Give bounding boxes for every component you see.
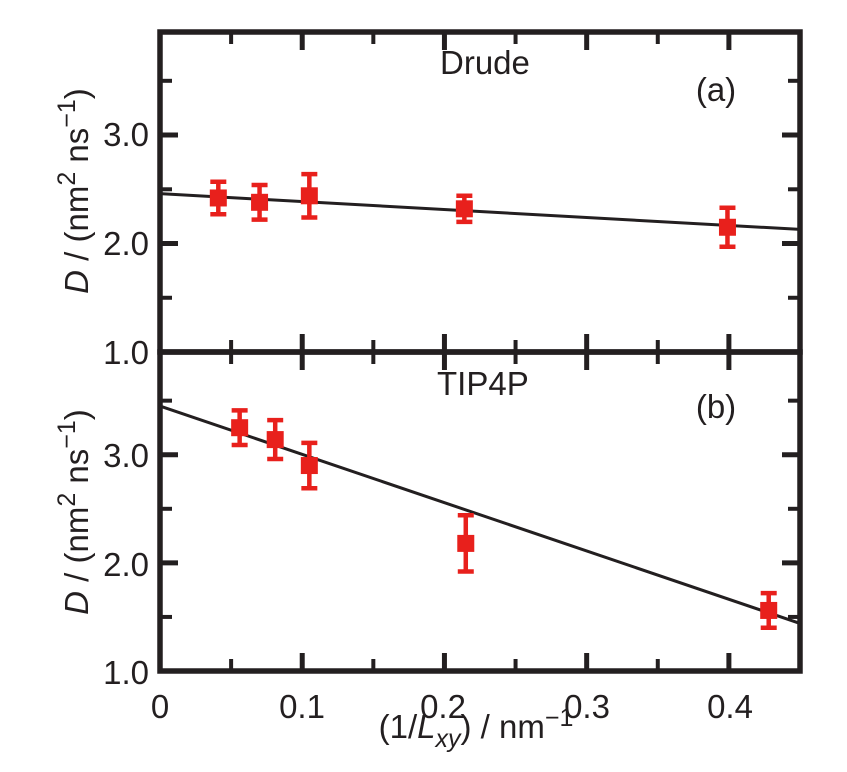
data-point-a-4 (718, 218, 736, 236)
x-label-open: (1/ (379, 708, 418, 745)
y-label-ns: ns (58, 128, 95, 172)
y-tick-label-a-3: 3.0 (103, 116, 149, 153)
fit-line-b (159, 404, 801, 625)
y-tick-label-a-1: 1.0 (103, 334, 149, 371)
y-label-sup-minus1: −1 (53, 99, 81, 128)
panel-b-title: TIP4P (437, 365, 529, 402)
y-label-sup-2: 2 (53, 172, 81, 186)
x-label-sub-xy: xy (435, 725, 463, 753)
x-label-L: L (417, 708, 435, 745)
data-point-b-2 (300, 457, 318, 475)
x-label-sup-minus1: −1 (545, 704, 574, 732)
panel-b-frame (157, 349, 803, 674)
x-tick-label-02: 0.2 (420, 688, 466, 725)
x-tick-label-01: 0.1 (279, 688, 325, 725)
data-point-b-0 (231, 419, 249, 437)
y-axis-label-b: D / (nm2 ns−1) (53, 409, 95, 615)
panel-a-title: Drude (440, 44, 530, 81)
y-label-sup-minus1: −1 (53, 420, 81, 449)
panel-a-tag: (a) (696, 71, 736, 108)
y-axis-label-a: D / (nm2 ns−1) (53, 88, 95, 294)
y-label-unit-close: ) (58, 409, 95, 420)
y-label-unit-open: / (nm (58, 507, 95, 591)
data-point-b-3 (457, 534, 475, 552)
y-label-unit-close: ) (58, 88, 95, 99)
x-label-per-nm: ) / nm (461, 708, 545, 745)
y-label-unit-open: / (nm (58, 186, 95, 270)
data-point-b-1 (266, 431, 284, 449)
data-point-a-2 (300, 187, 318, 205)
panel-b-tag: (b) (696, 388, 736, 425)
y-tick-label-a-2: 2.0 (103, 225, 149, 262)
y-label-D: D (58, 591, 95, 615)
y-label-D: D (58, 270, 95, 294)
data-point-b-4 (760, 601, 778, 619)
x-tick-label-0: 0 (151, 688, 169, 725)
y-label-ns: ns (58, 449, 95, 493)
data-point-a-1 (251, 193, 269, 211)
x-axis-label: (1/Lxy) / nm−1 (379, 704, 574, 753)
data-point-a-3 (455, 200, 473, 218)
x-tick-label-03: 0.3 (564, 688, 610, 725)
y-tick-label-b-3: 3.0 (103, 437, 149, 474)
y-tick-label-b-1: 1.0 (103, 654, 149, 691)
y-tick-label-b-2: 2.0 (103, 546, 149, 583)
y-label-sup-2: 2 (53, 493, 81, 507)
data-point-a-0 (209, 189, 227, 207)
x-tick-label-04: 0.4 (707, 688, 753, 725)
